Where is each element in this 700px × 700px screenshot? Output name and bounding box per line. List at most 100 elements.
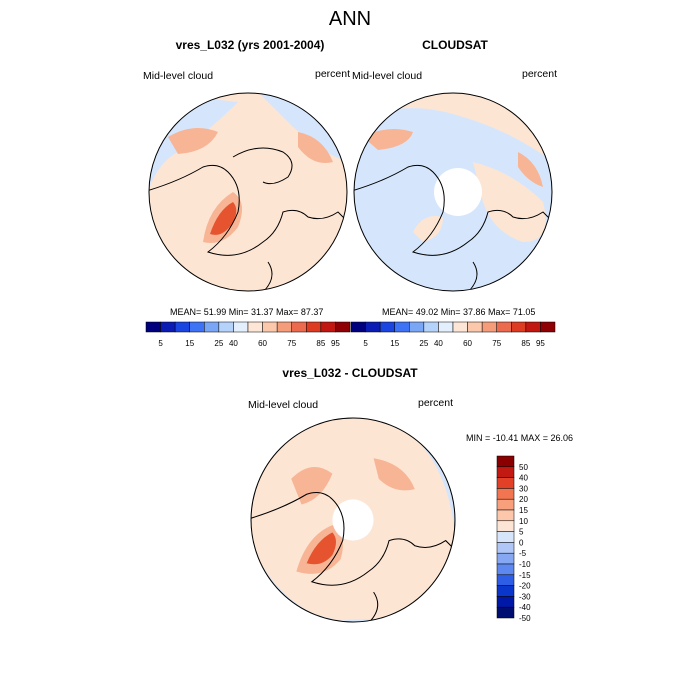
diff-colorbar-tick-label: -10 xyxy=(519,560,531,569)
obs-colorbar-swatch xyxy=(409,321,425,333)
obs-colorbar-swatch xyxy=(452,321,468,333)
obs-mid-region-east xyxy=(473,162,546,242)
model-colorbar-swatch xyxy=(291,321,307,333)
diff-coastline xyxy=(251,492,455,586)
diff-colorbar-swatch xyxy=(496,466,515,478)
diff-colorbar-tick-label: 50 xyxy=(519,463,528,472)
model-colorbar: 5 15 25 40 60 75 85 95 xyxy=(145,321,351,348)
obs-high-region-east xyxy=(518,152,543,187)
diff-colorbar-swatch xyxy=(496,488,515,500)
obs-colorbar-tick-label: 15 xyxy=(390,339,399,348)
diff-colorbar-swatch xyxy=(496,563,515,576)
model-units-label: percent xyxy=(315,68,351,80)
obs-panel-title: CLOUDSAT xyxy=(422,38,488,52)
model-colorbar-tick-label: 95 xyxy=(331,339,340,348)
model-colorbar-tick-label: 85 xyxy=(316,339,325,348)
obs-mid-region-center xyxy=(413,216,443,242)
obs-colorbar-tick-label: 25 xyxy=(419,339,428,348)
obs-polar-map xyxy=(353,92,553,292)
obs-colorbar-tick-label: 40 xyxy=(434,339,443,348)
obs-colorbar-tick-label: 85 xyxy=(521,339,530,348)
diff-colorbar-tick-label: -30 xyxy=(519,592,531,601)
model-colorbar-swatch xyxy=(335,321,351,333)
model-map-border xyxy=(148,92,348,292)
diff-colorbar-tick-label: 5 xyxy=(519,528,524,537)
obs-colorbar-swatch xyxy=(540,321,556,333)
diff-colorbar-swatch xyxy=(496,542,515,554)
model-peak-region xyxy=(210,202,237,235)
model-colorbar-tick-label: 60 xyxy=(258,339,267,348)
figure-title: ANN xyxy=(328,8,372,30)
model-colorbar-swatch xyxy=(145,321,161,333)
model-high-region-west xyxy=(168,128,218,154)
diff-colorbar-swatch xyxy=(496,606,515,619)
obs-colorbar: 5 15 25 40 60 75 85 95 xyxy=(350,321,556,348)
model-colorbar-swatch xyxy=(306,321,322,333)
diff-panel-title: vres_L032 - CLOUDSAT xyxy=(282,366,418,380)
diff-missing-data-hole xyxy=(332,499,374,541)
obs-variable-label: Mid-level cloud xyxy=(352,70,423,82)
diff-colorbar-swatch xyxy=(496,520,515,532)
model-colorbar-swatch xyxy=(174,321,190,333)
diff-colorbar-swatch xyxy=(496,509,515,522)
model-variable-label: Mid-level cloud xyxy=(143,70,214,82)
obs-high-region-west xyxy=(363,128,413,150)
model-colorbar-swatch xyxy=(160,321,176,333)
diff-colorbar-tick-label: 0 xyxy=(519,538,524,547)
model-colorbar-tick-label: 5 xyxy=(158,339,163,348)
obs-colorbar-swatch xyxy=(365,321,381,333)
model-panel-title: vres_L032 (yrs 2001-2004) xyxy=(175,38,325,52)
obs-colorbar-swatch xyxy=(438,321,454,333)
obs-colorbar-tick-label: 95 xyxy=(536,339,545,348)
obs-colorbar-swatch xyxy=(525,321,541,333)
model-colorbar-tick-label: 75 xyxy=(287,339,296,348)
diff-colorbar-swatch xyxy=(496,596,515,608)
obs-colorbar-tick-label: 60 xyxy=(463,339,472,348)
diff-peak-region xyxy=(306,532,337,565)
diff-colorbar-tick-label: 15 xyxy=(519,506,528,515)
diff-colorbar-tick-label: -50 xyxy=(519,614,531,623)
diff-variable-label: Mid-level cloud xyxy=(248,399,319,411)
model-polar-map xyxy=(148,92,348,292)
obs-colorbar-swatch xyxy=(350,321,366,333)
model-colorbar-swatch xyxy=(233,321,249,333)
diff-colorbar-tick-label: -20 xyxy=(519,582,531,591)
diff-colorbar-tick-label: -5 xyxy=(519,549,527,558)
diff-units-label: percent xyxy=(418,397,454,409)
diff-map-border xyxy=(250,417,456,623)
model-colorbar-swatch xyxy=(204,321,220,333)
diff-high-region-north xyxy=(373,458,415,491)
diff-polar-map xyxy=(250,417,456,623)
diff-colorbar-tick-label: 10 xyxy=(519,517,528,526)
obs-colorbar-swatch xyxy=(481,321,497,333)
diff-colorbar-tick-label: -15 xyxy=(519,571,531,580)
diff-colorbar-swatch xyxy=(496,531,515,543)
model-colorbar-tick-label: 25 xyxy=(214,339,223,348)
diff-high-region-west xyxy=(291,467,333,505)
obs-mid-region-north xyxy=(354,93,552,162)
model-coastline-arctic xyxy=(232,147,293,185)
obs-colorbar-swatch xyxy=(379,321,395,333)
diff-colorbar-swatch xyxy=(496,477,515,489)
diff-colorbar-tick-label: -40 xyxy=(519,603,531,612)
diff-colorbar-swatch xyxy=(496,455,515,468)
model-colorbar-swatch xyxy=(189,321,205,333)
obs-colorbar-swatch xyxy=(423,321,439,333)
model-colorbar-swatch xyxy=(262,321,278,333)
obs-colorbar-swatch xyxy=(467,321,483,333)
diff-colorbar-tick-label: 40 xyxy=(519,474,528,483)
diff-colorbar-swatch xyxy=(496,574,515,586)
obs-colorbar-tick-label: 75 xyxy=(492,339,501,348)
model-colorbar-swatch xyxy=(320,321,336,333)
model-colorbar-swatch xyxy=(218,321,234,333)
model-colorbar-tick-label: 40 xyxy=(229,339,238,348)
obs-coastline xyxy=(354,164,552,256)
obs-colorbar-tick-label: 5 xyxy=(363,339,368,348)
obs-missing-data-hole xyxy=(434,168,482,216)
diff-colorbar-swatch xyxy=(496,552,515,565)
diff-colorbar-tick-label: 30 xyxy=(519,484,528,493)
model-high-region-east xyxy=(298,132,333,163)
model-colorbar-tick-label: 15 xyxy=(185,339,194,348)
obs-units-label: percent xyxy=(522,68,558,80)
obs-colorbar-swatch xyxy=(496,321,512,333)
